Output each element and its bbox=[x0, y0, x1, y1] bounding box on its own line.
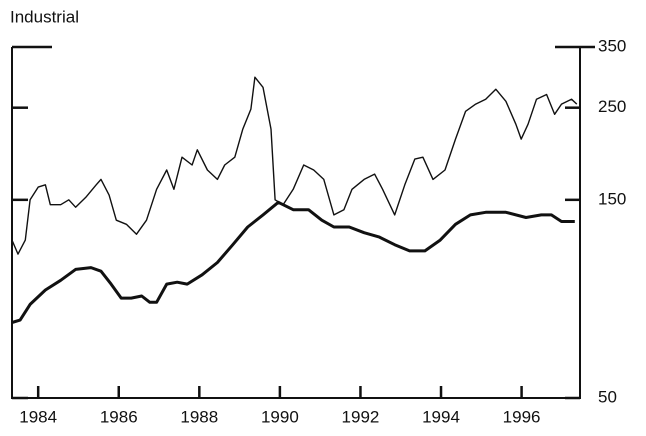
axis-frame bbox=[11, 47, 581, 399]
y-tick-label: 50 bbox=[598, 387, 617, 406]
y-tick-label: 250 bbox=[598, 97, 626, 116]
x-tick-label: 1990 bbox=[261, 407, 299, 426]
x-tick-label: 1992 bbox=[342, 407, 380, 426]
x-tick-label: 1986 bbox=[100, 407, 138, 426]
series-line bbox=[11, 200, 575, 324]
x-tick-label: 1984 bbox=[19, 407, 57, 426]
y-tick-label: 350 bbox=[598, 36, 626, 55]
y-tick-label: 150 bbox=[598, 189, 626, 208]
x-tick-label: 1996 bbox=[503, 407, 541, 426]
x-tick-label: 1988 bbox=[180, 407, 218, 426]
series-line bbox=[11, 76, 578, 255]
chart-title: Industrial bbox=[10, 7, 79, 26]
x-tick-label: 1994 bbox=[422, 407, 460, 426]
